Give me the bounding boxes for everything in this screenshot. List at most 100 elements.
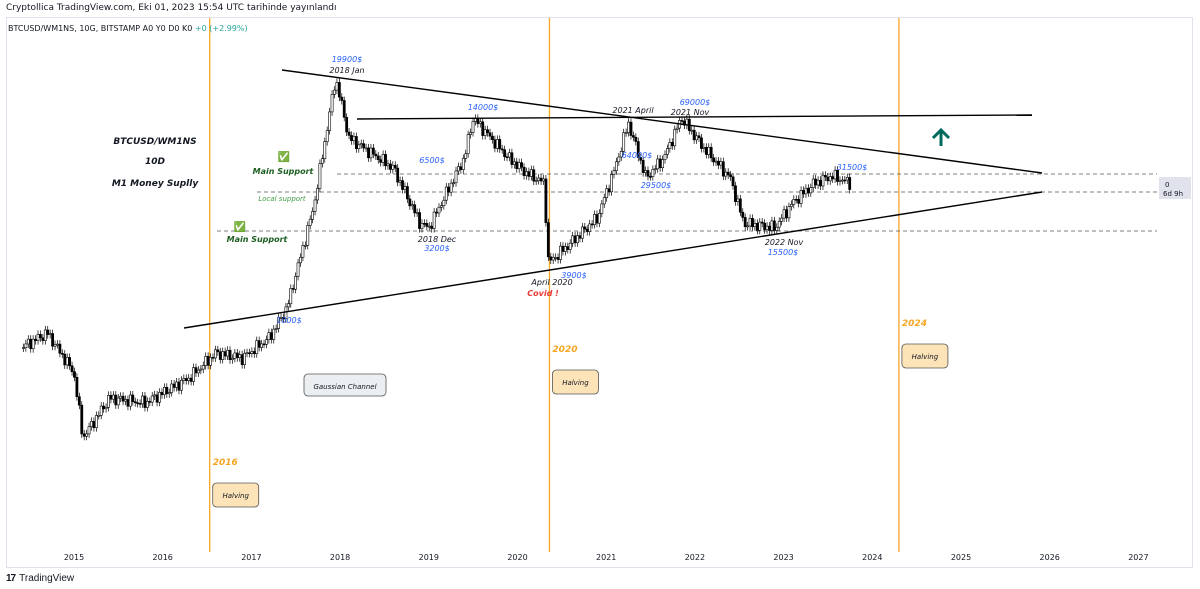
candle-body <box>726 171 730 176</box>
candle-body <box>478 121 482 124</box>
candle-body <box>651 169 655 177</box>
halving-year-label: 2016 <box>213 458 238 468</box>
candle-body <box>172 383 176 388</box>
candle-body <box>585 228 589 232</box>
candle-body <box>381 154 385 163</box>
change-value: +0 (+2.99%) <box>194 24 248 33</box>
candle-body <box>85 433 89 437</box>
chart-title-line: M1 Money Suplly <box>112 179 200 189</box>
candle-body <box>162 387 166 396</box>
candle-body <box>94 415 98 428</box>
candle-body <box>87 426 91 435</box>
candle-body <box>797 199 801 204</box>
candle-body <box>789 204 793 207</box>
candle-body <box>831 176 835 180</box>
candle-body <box>772 220 776 231</box>
candle-body <box>133 401 137 404</box>
candle-body <box>775 226 779 231</box>
candle-body <box>826 176 830 182</box>
candle-body <box>503 149 507 158</box>
candle-body <box>92 421 96 428</box>
candle-body <box>65 357 69 366</box>
candle-body <box>352 136 356 141</box>
price-label: 64000$ <box>622 151 653 160</box>
candle-body <box>41 337 45 341</box>
halving-label: Halving <box>562 379 589 387</box>
candle-body <box>491 135 494 140</box>
candle-body <box>785 209 788 219</box>
candle-body <box>148 401 152 403</box>
candle-body <box>670 142 674 147</box>
candle-body <box>527 171 531 177</box>
candle-body <box>316 188 319 201</box>
candle-body <box>418 212 421 229</box>
candle-body <box>583 226 587 230</box>
candle-body <box>743 217 747 227</box>
candle-body <box>308 218 312 226</box>
candle-body <box>780 217 784 222</box>
candle-body <box>770 220 774 231</box>
candle-body <box>97 415 101 417</box>
candle-body <box>529 169 533 177</box>
candle-body <box>765 225 769 231</box>
candle-body <box>267 332 271 340</box>
candle-body <box>680 120 684 122</box>
candle-body <box>748 218 752 227</box>
trend-line <box>356 114 1033 120</box>
candle-body <box>209 357 212 366</box>
candle-body <box>204 356 208 366</box>
candle-body <box>413 204 417 214</box>
candle-body <box>243 352 246 365</box>
price-label: 69000$ <box>680 98 711 107</box>
candle-body <box>75 377 79 397</box>
candle-body <box>102 405 106 410</box>
candle-body <box>158 391 161 403</box>
candle-body <box>56 343 59 346</box>
candle-body <box>539 177 543 182</box>
price-label: 31500$ <box>837 163 868 172</box>
candle-body <box>167 392 171 395</box>
candle-body <box>235 352 239 358</box>
candle-body <box>396 167 400 183</box>
candle-body <box>576 235 579 244</box>
tradingview-logo-icon: 17 <box>6 573 16 584</box>
candle-body <box>444 186 448 201</box>
candle-body <box>272 328 276 340</box>
candle-body <box>175 381 178 388</box>
candle-body <box>415 212 419 214</box>
candle-body <box>408 198 412 207</box>
candle-body <box>155 394 159 403</box>
price-caption: April 2020 <box>530 278 572 287</box>
candle-body <box>141 395 144 405</box>
candle-body <box>549 256 553 261</box>
candle-body <box>116 397 120 406</box>
candle-body <box>738 198 742 213</box>
candle-body <box>325 130 329 142</box>
candle-body <box>68 357 72 367</box>
chart-pane[interactable]: 2016 Halving 2020 Halving 2024 Halving BTCUSD… <box>6 17 1193 568</box>
candle-body <box>252 351 256 355</box>
candle-body <box>843 179 847 182</box>
candle-body <box>77 396 81 406</box>
candle-body <box>838 180 842 182</box>
gaussian-channel-box <box>303 373 387 397</box>
price-caption: 2021 April <box>612 106 654 115</box>
candle-body <box>809 187 813 194</box>
candle-body <box>391 164 395 170</box>
up-arrow-icon <box>931 127 951 146</box>
candle-body <box>109 395 113 400</box>
halving-box <box>212 482 260 508</box>
candle-body <box>107 395 110 408</box>
candlestick-chart[interactable]: 2016 Halving 2020 Halving 2024 Halving BTCUSD… <box>7 18 1194 569</box>
check-icon: ✅ <box>234 220 246 233</box>
candle-body <box>46 329 50 335</box>
price-caption: 2022 Nov <box>765 238 804 247</box>
candle-body <box>714 160 718 163</box>
candle-body <box>636 141 640 158</box>
candle-body <box>532 169 536 182</box>
candle-body <box>425 223 429 227</box>
candle-body <box>483 129 487 136</box>
candle-body <box>755 222 759 231</box>
candle-body <box>199 368 203 371</box>
x-tick-label: 2021 <box>596 553 616 562</box>
